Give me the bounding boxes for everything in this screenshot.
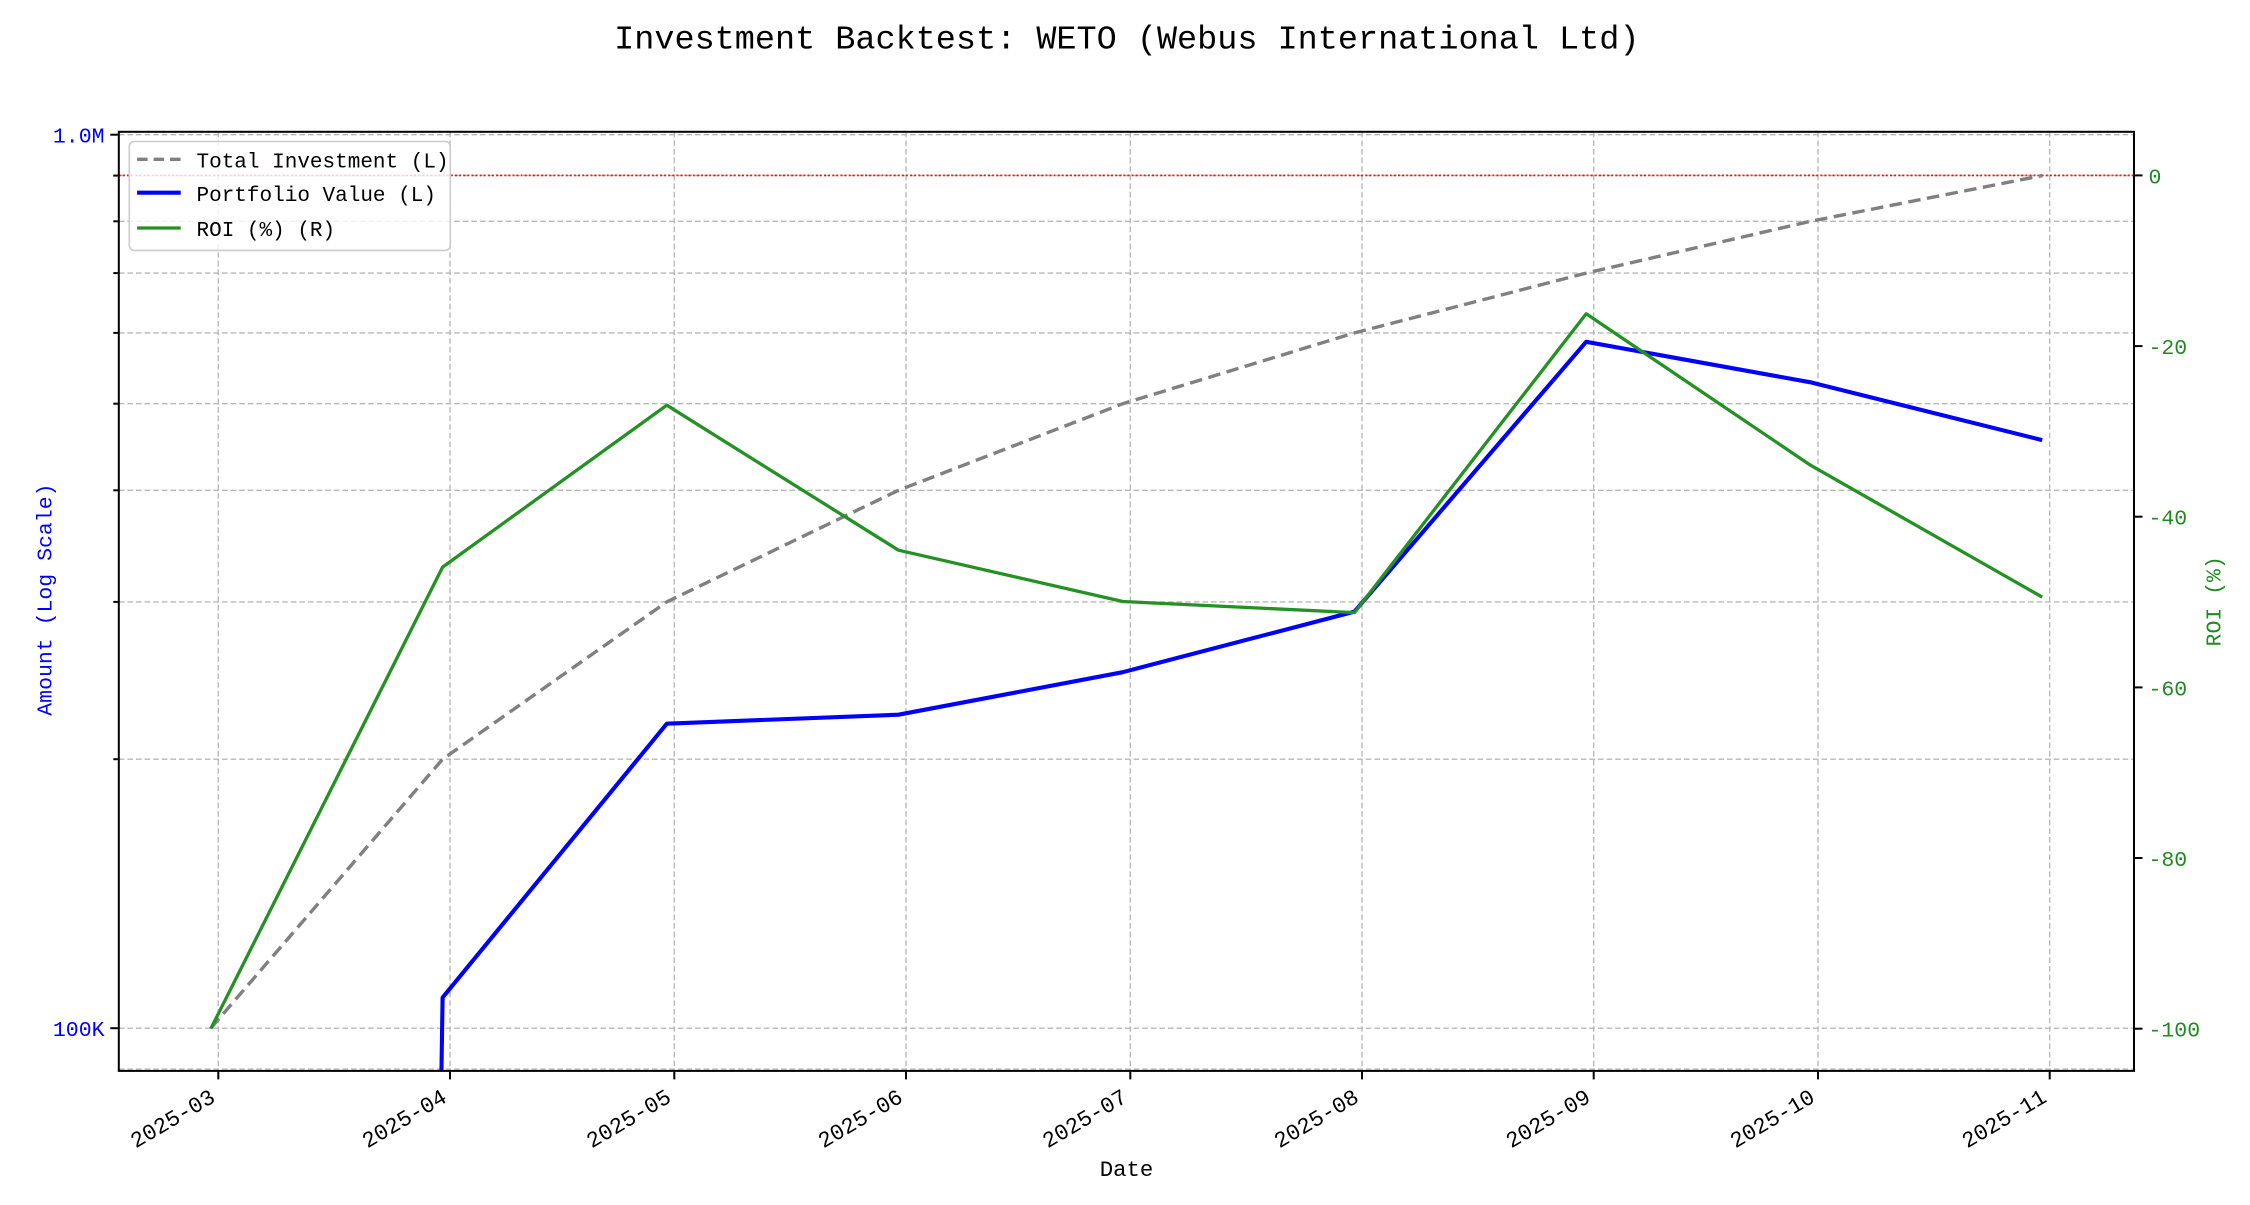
svg-text:1.0M: 1.0M [53, 126, 105, 150]
svg-text:-60: -60 [2149, 678, 2188, 702]
svg-text:-100: -100 [2149, 1020, 2201, 1044]
svg-text:100K: 100K [53, 1019, 105, 1043]
svg-text:Investment Backtest: WETO (Web: Investment Backtest: WETO (Webus Interna… [614, 21, 1639, 59]
svg-text:-80: -80 [2149, 849, 2188, 873]
svg-text:-20: -20 [2149, 337, 2188, 361]
svg-text:ROI (%): ROI (%) [2204, 556, 2228, 646]
svg-text:Amount (Log Scale): Amount (Log Scale) [35, 483, 59, 715]
svg-text:0: 0 [2149, 166, 2162, 190]
svg-text:Date: Date [1100, 1157, 1154, 1183]
svg-text:ROI (%) (R): ROI (%) (R) [197, 220, 336, 243]
svg-text:-40: -40 [2149, 508, 2188, 532]
svg-text:Total Investment (L): Total Investment (L) [197, 151, 449, 174]
svg-text:Portfolio Value (L): Portfolio Value (L) [197, 185, 436, 208]
